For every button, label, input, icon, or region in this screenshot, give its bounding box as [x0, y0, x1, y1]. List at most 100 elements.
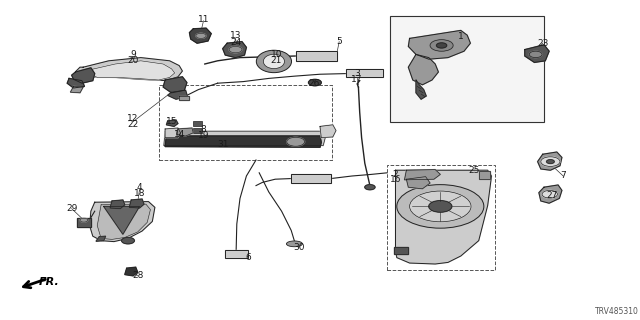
- Text: 23: 23: [537, 39, 548, 48]
- Polygon shape: [76, 58, 182, 81]
- Bar: [291, 174, 331, 183]
- Polygon shape: [189, 28, 211, 43]
- Text: 7: 7: [561, 172, 566, 180]
- Text: 8: 8: [201, 125, 206, 134]
- Text: 14: 14: [173, 130, 185, 139]
- Polygon shape: [539, 185, 562, 203]
- Text: TRV485310: TRV485310: [595, 307, 639, 316]
- Polygon shape: [168, 90, 188, 99]
- Text: 19: 19: [198, 132, 209, 140]
- Bar: [159, 85, 332, 160]
- Text: 15: 15: [166, 117, 177, 126]
- Text: 5: 5: [337, 37, 342, 46]
- Circle shape: [542, 190, 557, 198]
- Text: 4: 4: [137, 183, 142, 192]
- Circle shape: [547, 160, 554, 164]
- Circle shape: [80, 218, 88, 222]
- Text: FR.: FR.: [38, 277, 59, 287]
- Polygon shape: [416, 80, 426, 99]
- Bar: [346, 69, 383, 77]
- Text: 11: 11: [198, 15, 209, 24]
- Polygon shape: [96, 236, 106, 241]
- Polygon shape: [320, 125, 336, 138]
- Circle shape: [397, 185, 484, 228]
- Ellipse shape: [287, 241, 303, 247]
- Text: 25: 25: [468, 166, 479, 175]
- Bar: [394, 247, 408, 254]
- Text: 12: 12: [127, 114, 139, 123]
- Bar: [390, 16, 544, 122]
- Circle shape: [410, 191, 471, 222]
- Polygon shape: [223, 42, 246, 58]
- Polygon shape: [538, 152, 562, 170]
- Polygon shape: [165, 136, 321, 147]
- Bar: [479, 171, 490, 179]
- Circle shape: [229, 46, 242, 53]
- Circle shape: [529, 51, 542, 58]
- Polygon shape: [404, 170, 440, 180]
- Text: 26: 26: [308, 79, 319, 88]
- Circle shape: [429, 201, 452, 212]
- Text: 20: 20: [127, 56, 139, 65]
- Bar: [346, 69, 383, 77]
- Polygon shape: [97, 204, 150, 239]
- Text: 18: 18: [134, 189, 145, 198]
- Circle shape: [436, 43, 447, 48]
- Text: 6: 6: [246, 253, 251, 262]
- Polygon shape: [110, 200, 125, 209]
- Polygon shape: [408, 30, 470, 59]
- Bar: [159, 85, 332, 160]
- Polygon shape: [104, 206, 140, 234]
- Bar: [387, 165, 495, 270]
- Text: 22: 22: [127, 120, 139, 129]
- Text: 3: 3: [355, 69, 360, 78]
- Ellipse shape: [264, 54, 285, 68]
- Polygon shape: [125, 267, 138, 276]
- Text: 21: 21: [271, 56, 282, 65]
- Polygon shape: [177, 128, 193, 136]
- Bar: [479, 171, 490, 179]
- Text: 16: 16: [390, 175, 401, 184]
- Polygon shape: [179, 96, 189, 100]
- Text: 31: 31: [217, 140, 228, 149]
- Bar: [291, 174, 331, 183]
- Text: 2: 2: [393, 170, 398, 179]
- Bar: [77, 218, 91, 227]
- Polygon shape: [165, 128, 180, 138]
- Bar: [387, 165, 495, 270]
- Text: 17: 17: [351, 76, 363, 84]
- Text: 1: 1: [458, 32, 463, 41]
- Polygon shape: [166, 120, 178, 126]
- Text: 24: 24: [230, 38, 241, 47]
- Polygon shape: [129, 199, 144, 208]
- Text: 28: 28: [132, 271, 143, 280]
- Ellipse shape: [256, 50, 292, 73]
- Polygon shape: [70, 86, 83, 93]
- Polygon shape: [396, 170, 492, 264]
- Polygon shape: [406, 177, 430, 189]
- Polygon shape: [408, 54, 438, 85]
- Text: 9: 9: [131, 50, 136, 59]
- Text: 27: 27: [546, 191, 557, 200]
- Text: 30: 30: [294, 243, 305, 252]
- Circle shape: [122, 237, 134, 244]
- Bar: [296, 51, 337, 61]
- Bar: [225, 250, 248, 258]
- Text: 29: 29: [66, 204, 77, 213]
- Polygon shape: [67, 78, 84, 88]
- Circle shape: [308, 79, 321, 86]
- Circle shape: [287, 137, 305, 146]
- Bar: [390, 16, 544, 122]
- Bar: [193, 128, 202, 133]
- Bar: [225, 250, 248, 258]
- Bar: [193, 121, 202, 126]
- Polygon shape: [164, 131, 325, 146]
- Polygon shape: [72, 68, 95, 83]
- Circle shape: [365, 185, 375, 190]
- Bar: [77, 218, 91, 227]
- Bar: [394, 247, 408, 254]
- Text: 13: 13: [230, 31, 241, 40]
- Text: 10: 10: [271, 50, 282, 59]
- Bar: [296, 51, 337, 61]
- Polygon shape: [163, 77, 187, 93]
